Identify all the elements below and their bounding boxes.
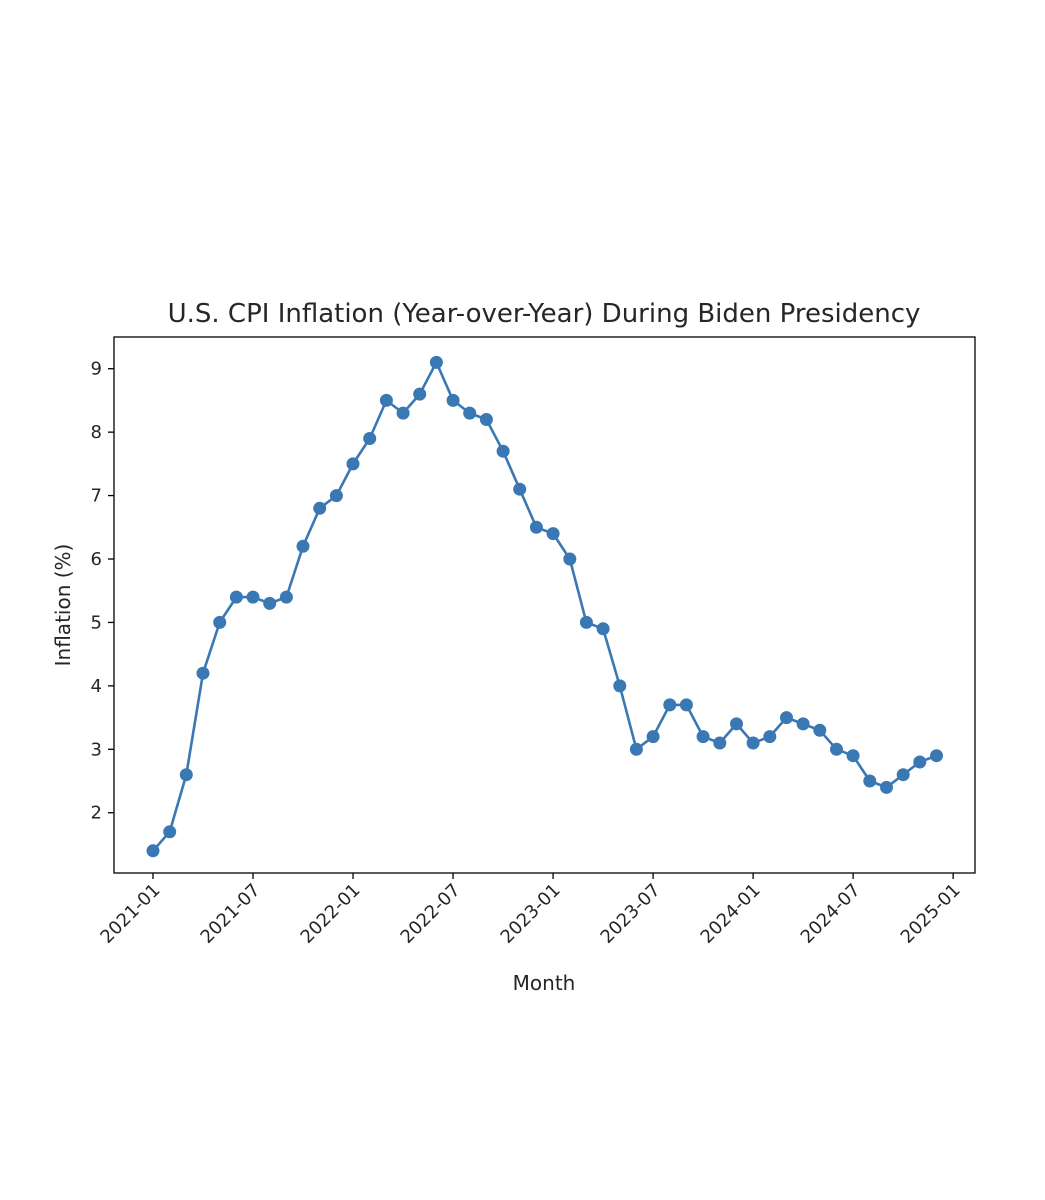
data-point (446, 393, 460, 407)
data-point (629, 742, 643, 756)
data-point (563, 552, 577, 566)
data-point (730, 717, 743, 731)
data-point (579, 615, 593, 629)
x-tick-label: 2024-07 (797, 880, 865, 948)
y-tick-label: 7 (91, 486, 102, 507)
data-point (196, 666, 210, 680)
data-point (813, 723, 827, 737)
data-point (346, 457, 360, 471)
chart-title: U.S. CPI Inflation (Year-over-Year) Duri… (168, 299, 921, 329)
data-point (179, 768, 193, 782)
data-point (496, 444, 510, 458)
data-point (880, 780, 893, 794)
data-point (613, 679, 627, 693)
y-tick-label: 9 (91, 359, 102, 380)
x-axis-label: Month (513, 971, 576, 995)
data-point (463, 406, 477, 420)
data-point (913, 755, 927, 769)
data-point (846, 749, 860, 763)
data-point (696, 730, 710, 744)
data-point (930, 749, 943, 763)
data-point (313, 501, 327, 515)
data-point (763, 730, 777, 744)
data-point (413, 387, 427, 401)
data-point (513, 482, 527, 496)
x-tick-label: 2021-07 (197, 880, 265, 948)
y-tick-label: 3 (91, 739, 102, 760)
data-point (363, 432, 377, 445)
data-point (780, 711, 793, 725)
x-tick-label: 2021-01 (96, 880, 164, 948)
data-point (663, 698, 677, 712)
x-tick-label: 2022-07 (397, 880, 465, 948)
y-axis: 2 3 4 5 6 7 8 9 (91, 359, 114, 824)
data-point (646, 730, 660, 744)
data-point (863, 774, 877, 788)
data-series (146, 355, 943, 858)
data-point (746, 736, 760, 750)
data-point (279, 590, 293, 604)
data-point (163, 825, 177, 839)
data-point (263, 596, 277, 610)
data-point (213, 615, 227, 629)
y-tick-label: 2 (91, 803, 102, 824)
data-point (429, 355, 443, 369)
data-point (146, 844, 160, 858)
data-point (546, 527, 560, 541)
data-point (796, 717, 810, 731)
x-tick-label: 2022-01 (297, 880, 365, 948)
data-point (396, 406, 410, 420)
x-axis: 2021-01 2021-07 2022-01 2022-07 2023-01 2023-… (96, 873, 965, 948)
x-tick-label: 2023-01 (497, 880, 565, 948)
data-point (679, 698, 693, 712)
y-tick-label: 4 (91, 676, 102, 697)
data-point (379, 393, 393, 407)
data-point (830, 742, 843, 756)
data-point (596, 622, 610, 636)
data-point (229, 590, 243, 604)
x-tick-label: 2024-01 (697, 880, 765, 948)
data-point (529, 520, 543, 534)
x-tick-label: 2023-07 (597, 880, 665, 948)
plot-area (113, 336, 976, 874)
data-point (896, 768, 910, 782)
data-point (479, 413, 493, 426)
y-tick-label: 8 (91, 422, 102, 443)
y-axis-label: Inflation (%) (51, 544, 75, 667)
y-tick-label: 5 (91, 612, 102, 633)
data-point (713, 736, 727, 750)
data-point (329, 489, 343, 503)
y-tick-label: 6 (91, 549, 102, 570)
data-point (246, 590, 260, 604)
x-tick-label: 2025-01 (897, 880, 965, 948)
data-point (296, 539, 310, 553)
